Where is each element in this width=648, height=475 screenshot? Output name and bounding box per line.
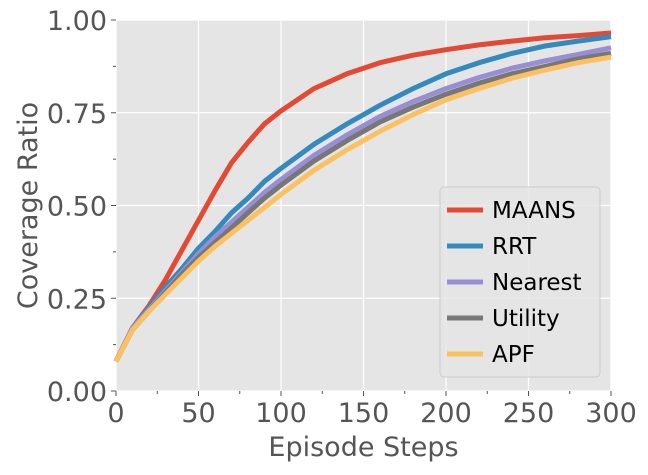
- x-tick-label: 200: [420, 398, 472, 429]
- y-tick-label: 0.00: [47, 377, 107, 408]
- x-tick-label: 0: [107, 398, 124, 429]
- legend-label-utility: Utility: [492, 306, 560, 332]
- legend-label-maans: MAANS: [492, 198, 576, 224]
- legend-label-rrt: RRT: [492, 234, 537, 260]
- y-tick-label: 0.75: [47, 99, 107, 130]
- x-tick-label: 100: [255, 398, 307, 429]
- x-tick-label: 150: [338, 398, 390, 429]
- x-tick-label: 300: [585, 398, 637, 429]
- legend: MAANS RRT Nearest Utility APF: [439, 186, 601, 378]
- series-line-maans: [113, 30, 612, 363]
- series-lines: [113, 30, 612, 363]
- legend-box: [439, 186, 601, 378]
- y-axis-label: Coverage Ratio: [13, 102, 44, 309]
- y-tick-label: 0.25: [47, 284, 107, 315]
- x-axis-label: Episode Steps: [268, 432, 458, 463]
- y-tick-label: 1.00: [47, 6, 107, 37]
- x-tick-label: 250: [503, 398, 555, 429]
- y-tick-label: 0.50: [47, 192, 107, 223]
- legend-label-nearest: Nearest: [492, 270, 582, 296]
- axis-ticks: 0 50 100 150 200 250 300 0.00 0.25 0.50 0.75 1.00: [47, 6, 637, 429]
- x-tick-label: 50: [181, 398, 215, 429]
- series-line-apf: [113, 54, 612, 363]
- legend-label-apf: APF: [492, 342, 535, 368]
